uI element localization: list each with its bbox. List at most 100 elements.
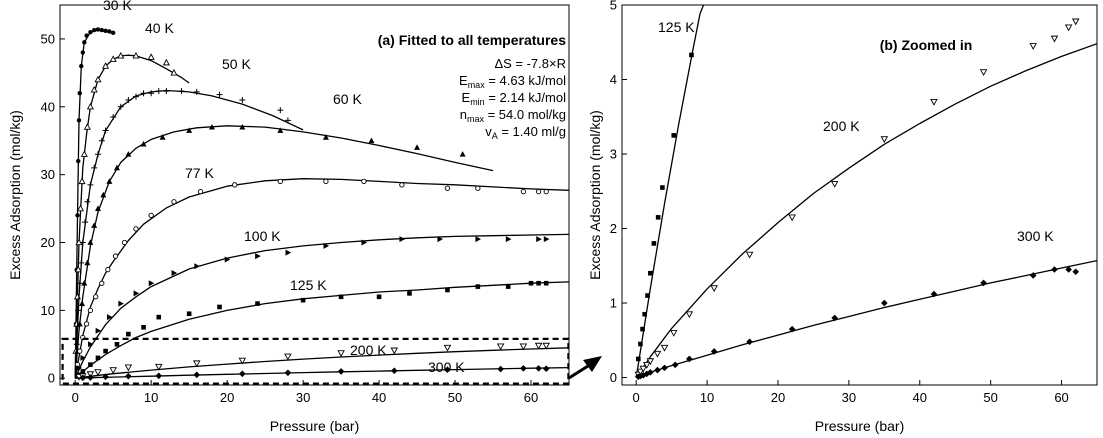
data-point-125k (217, 304, 222, 310)
panel-a: 0 10 20 30 40 50 60 0 10 20 30 40 50 30 K 40 K 50 K 60 … (7, 0, 570, 434)
curve-label-125k: 125 K (658, 19, 695, 35)
y-tick-label: 5 (610, 0, 617, 13)
data-point-125k (689, 52, 694, 58)
data-point-40k (74, 265, 82, 273)
data-point-100k (505, 236, 512, 243)
fit-line-200k (635, 43, 1097, 378)
data-point-77k (323, 178, 329, 185)
panel-b-ticks: 0 10 20 30 40 50 60 0 1 2 3 4 5 (610, 0, 1069, 405)
data-point-77k (232, 182, 238, 188)
data-point-40k (90, 85, 98, 93)
data-point-200k (745, 251, 754, 259)
data-point-60k (125, 151, 132, 157)
data-point-125k (88, 362, 93, 367)
data-point-300k (746, 338, 753, 346)
y-tick-label: 40 (41, 99, 55, 114)
data-point-77k (112, 253, 119, 259)
panel-b-x-axis-title: Pressure (bar) (815, 418, 904, 434)
data-point-200k (1029, 43, 1037, 50)
data-point-200k (930, 99, 938, 106)
data-point-60k (186, 127, 193, 133)
data-point-60k (239, 123, 246, 130)
data-point-125k (642, 311, 647, 317)
data-point-50k (98, 137, 105, 144)
data-point-50k (155, 88, 162, 95)
data-point-100k (87, 341, 94, 348)
data-point-200k (685, 311, 694, 319)
data-point-300k (542, 365, 550, 373)
data-point-40k (94, 75, 102, 83)
x-tick-label: 10 (144, 390, 158, 405)
data-point-300k (1065, 266, 1072, 273)
fit-line-125k (635, 5, 705, 378)
data-point-77k (520, 188, 527, 195)
data-point-60k (94, 205, 101, 211)
panel-a-data-layer (72, 27, 569, 382)
data-point-100k (224, 256, 231, 263)
data-point-30k (76, 118, 82, 123)
data-point-125k (505, 284, 511, 289)
data-point-200k (979, 69, 988, 76)
data-point-77k (399, 182, 405, 188)
data-point-50k (117, 103, 124, 110)
data-point-100k (255, 253, 261, 260)
y-tick-label: 10 (41, 303, 55, 318)
panel-a-ticks: 0 10 20 30 40 50 60 0 10 20 30 40 50 (41, 31, 539, 405)
data-point-40k (86, 102, 94, 110)
data-point-50k (82, 219, 89, 226)
panel-b: 0 10 20 30 40 50 60 0 1 2 3 4 5 125 K 200 K 300 K (b) … (587, 0, 1098, 434)
data-point-125k (445, 287, 450, 293)
data-point-125k (640, 326, 645, 332)
data-point-300k (980, 279, 987, 287)
data-point-300k (654, 366, 661, 374)
data-point-50k (140, 90, 147, 97)
fit-line-77k (74, 178, 569, 379)
data-point-100k (536, 236, 542, 243)
data-point-125k (475, 284, 481, 289)
data-point-300k (155, 372, 163, 380)
data-point-50k (125, 97, 132, 103)
fit-parameter: ΔS = -7.8×R (494, 56, 566, 71)
panel-a-curve-labels: 30 K 40 K 50 K 60 K 77 K 100 K 125 K 200 K 300 K (103, 0, 465, 375)
data-point-200k (542, 342, 550, 350)
data-point-40k (83, 123, 91, 130)
data-point-200k (192, 360, 201, 368)
data-point-30k (77, 91, 82, 96)
data-point-60k (76, 320, 83, 327)
data-point-200k (337, 350, 345, 358)
panel-b-title: (b) Zoomed in (880, 37, 973, 53)
data-point-100k (475, 236, 482, 243)
data-point-300k (1051, 266, 1058, 273)
data-point-300k (125, 372, 132, 380)
data-point-200k (124, 364, 133, 372)
data-point-60k (106, 178, 113, 184)
x-tick-label: 60 (524, 390, 538, 405)
data-point-40k (170, 68, 178, 76)
data-point-30k (110, 30, 116, 36)
data-point-77k (361, 178, 367, 185)
data-point-77k (444, 185, 451, 191)
data-point-300k (647, 369, 654, 376)
data-point-100k (323, 242, 330, 249)
data-point-30k (84, 33, 89, 38)
x-tick-label: 40 (372, 390, 386, 405)
fit-parameter: Emax = 4.63 kJ/mol (459, 73, 566, 90)
data-point-200k (1064, 24, 1073, 32)
data-point-50k (193, 88, 200, 95)
data-point-77k (148, 212, 154, 219)
panel-b-curve-labels: 125 K 200 K 300 K (658, 19, 1054, 244)
data-point-30k (82, 40, 87, 45)
data-point-200k (880, 136, 889, 144)
x-tick-label: 10 (700, 390, 714, 405)
curve-label-200k: 200 K (823, 118, 860, 134)
data-point-125k (638, 341, 643, 347)
fit-line-300k (75, 366, 569, 379)
data-point-300k (239, 370, 246, 378)
data-point-77k (535, 188, 542, 195)
data-point-77k (99, 280, 105, 286)
x-tick-label: 30 (842, 390, 856, 405)
data-point-100k (171, 270, 178, 277)
x-tick-label: 50 (448, 390, 462, 405)
data-point-50k (284, 117, 291, 124)
